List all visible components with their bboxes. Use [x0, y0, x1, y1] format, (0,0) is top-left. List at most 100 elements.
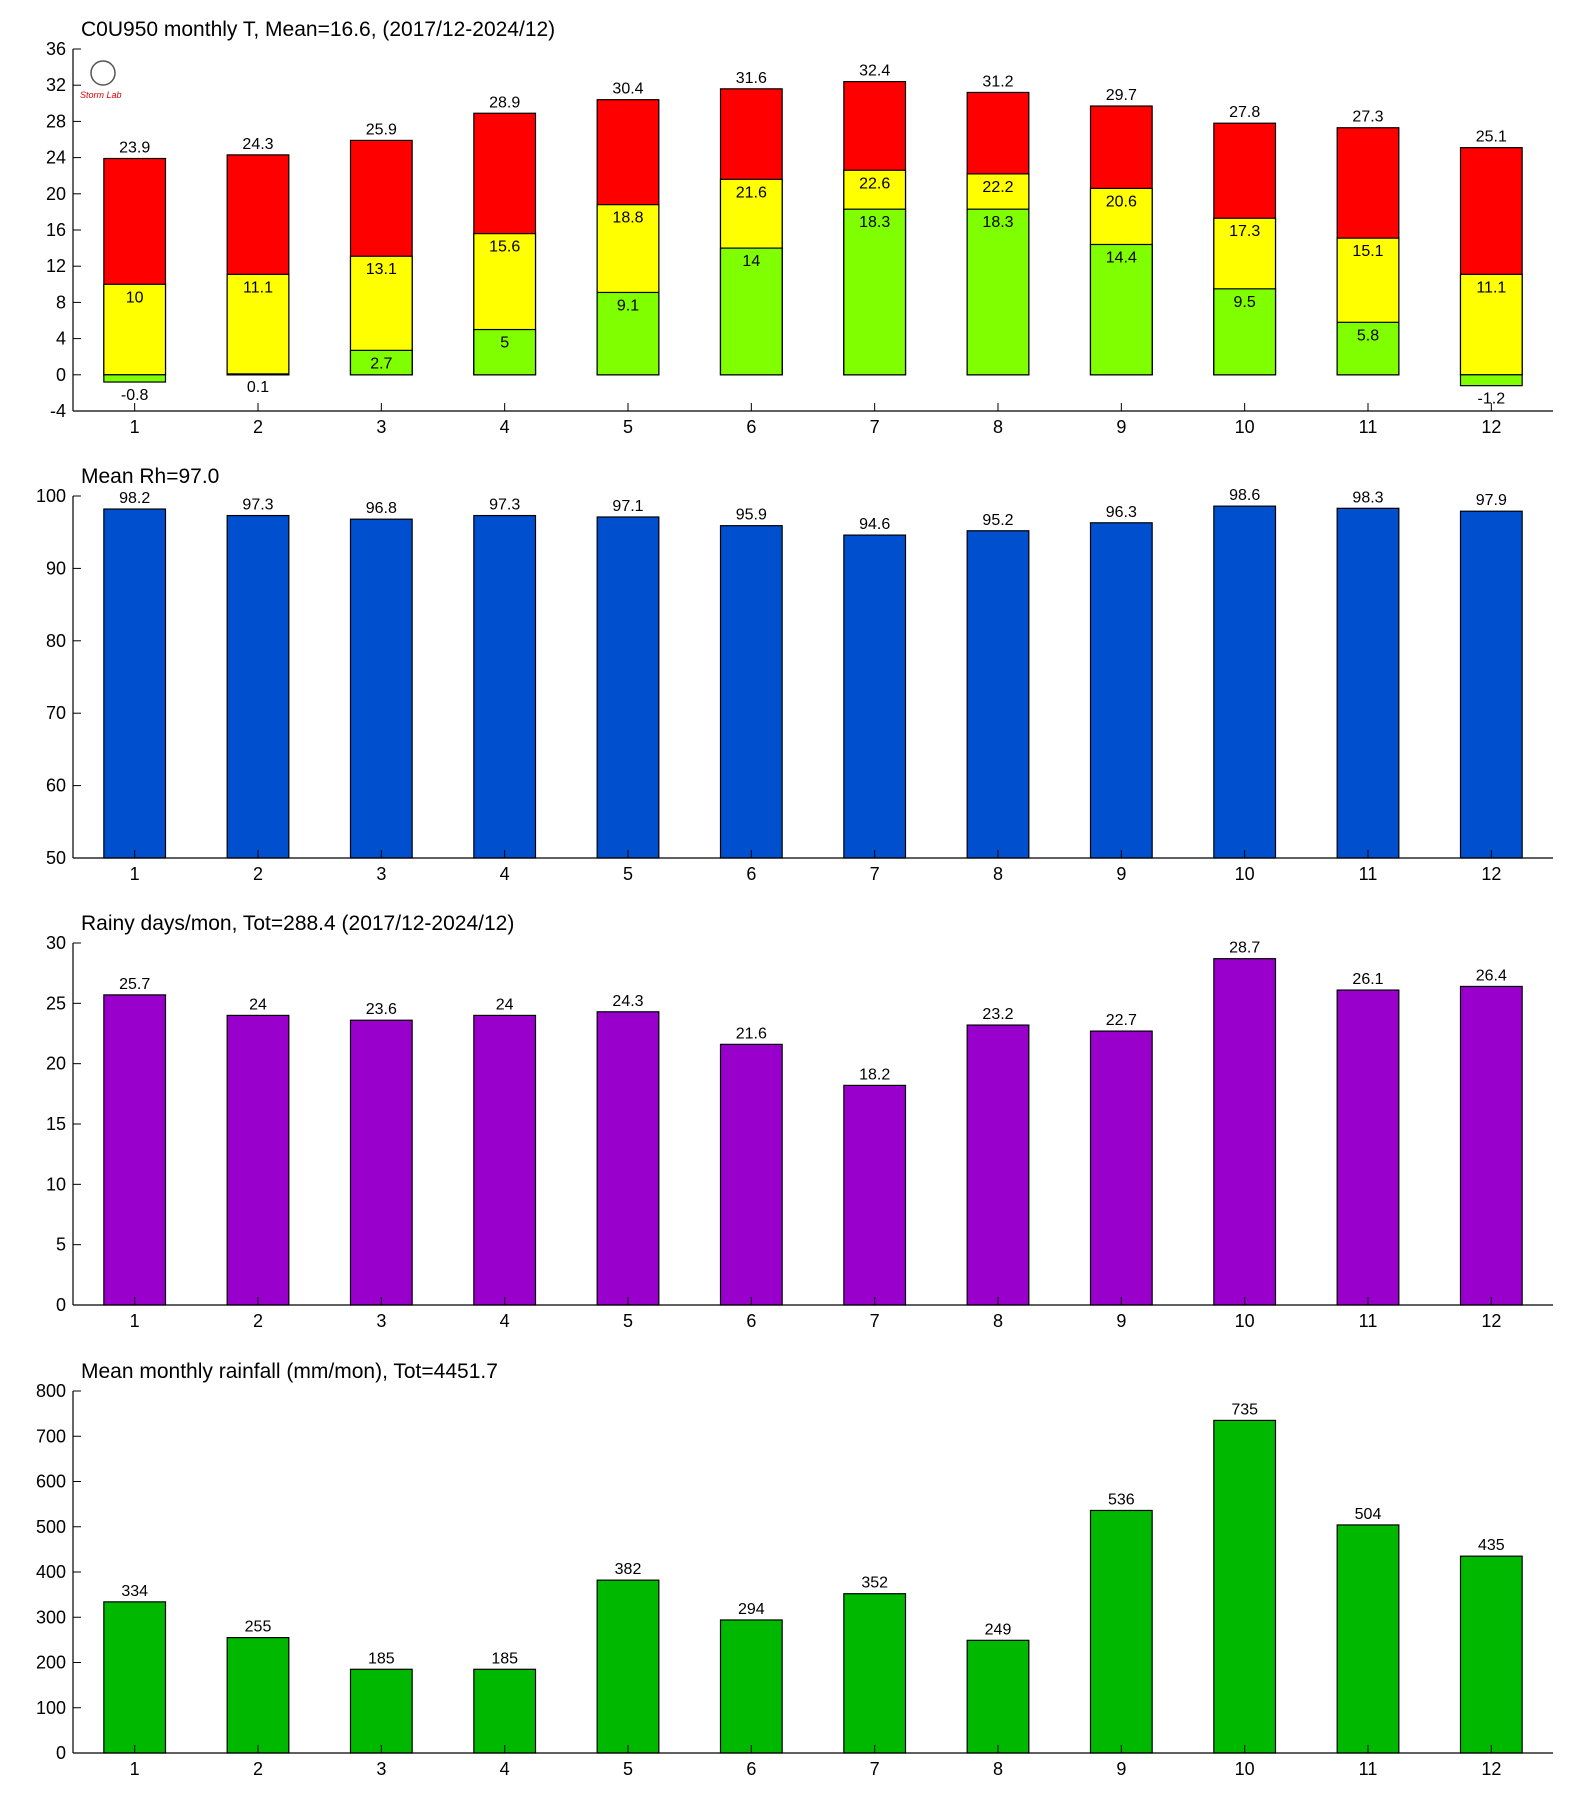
bar [843, 1593, 907, 1754]
y-tick-label: 36 [46, 39, 66, 59]
bar [719, 1043, 783, 1306]
value-label: 98.6 [1229, 487, 1260, 504]
value-label: 96.3 [1106, 504, 1137, 521]
x-tick-label: 5 [623, 1759, 633, 1779]
x-tick-label: 2 [253, 1311, 263, 1331]
value-label: 9.5 [1234, 294, 1256, 311]
bar [1089, 1030, 1153, 1306]
value-label: 97.9 [1476, 492, 1507, 509]
value-label: 97.3 [489, 497, 520, 514]
bar [473, 328, 537, 376]
chart-title: Mean Rh=97.0 [81, 465, 219, 488]
x-tick-label: 10 [1235, 1759, 1255, 1779]
x-tick-label: 6 [746, 864, 756, 884]
value-label: 536 [1108, 1491, 1135, 1508]
x-tick-label: 8 [993, 1311, 1003, 1331]
value-label: 15.1 [1352, 243, 1383, 260]
value-label: -0.8 [121, 387, 149, 404]
value-label: 21.6 [736, 1025, 767, 1042]
value-label: 31.2 [982, 73, 1013, 90]
value-label: 11.1 [1476, 279, 1506, 296]
bar [1213, 505, 1277, 859]
bar [1089, 243, 1153, 376]
bar [1213, 1419, 1277, 1754]
bar [719, 1619, 783, 1754]
value-label: 255 [245, 1619, 272, 1636]
x-tick-label: 8 [993, 417, 1003, 437]
x-tick-label: 5 [623, 417, 633, 437]
bar [1336, 507, 1400, 859]
x-tick-label: 2 [253, 1759, 263, 1779]
y-tick-label: 700 [36, 1426, 66, 1446]
value-label: 352 [861, 1575, 888, 1592]
value-label: 23.2 [982, 1006, 1013, 1023]
value-label: 29.7 [1106, 87, 1137, 104]
value-label: 249 [985, 1621, 1012, 1638]
y-tick-label: -4 [50, 401, 66, 421]
bar [349, 1668, 413, 1754]
x-tick-label: 3 [376, 1759, 386, 1779]
value-label: 17.3 [1229, 223, 1260, 240]
x-tick-label: 2 [253, 864, 263, 884]
value-label: 32.4 [859, 63, 890, 80]
bar [966, 208, 1030, 376]
bar [473, 514, 537, 859]
bar [103, 508, 167, 859]
value-label: 31.6 [736, 70, 767, 87]
x-tick-label: 3 [376, 1311, 386, 1331]
y-tick-label: 20 [46, 1054, 66, 1074]
x-tick-label: 10 [1235, 417, 1255, 437]
x-tick-label: 11 [1359, 1311, 1378, 1331]
bar [1089, 522, 1153, 859]
chart-title: Mean monthly rainfall (mm/mon), Tot=4451… [81, 1360, 498, 1383]
x-tick-label: 3 [376, 417, 386, 437]
bar [596, 516, 660, 859]
value-label: 22.6 [859, 175, 890, 192]
x-tick-label: 4 [500, 864, 510, 884]
bar [843, 208, 907, 376]
x-tick-label: 12 [1481, 1311, 1501, 1331]
bar [843, 534, 907, 859]
value-label: 95.2 [982, 512, 1013, 529]
bar [226, 514, 290, 859]
bar [1459, 510, 1523, 859]
x-tick-label: 1 [130, 864, 140, 884]
chart-title: Rainy days/mon, Tot=288.4 (2017/12-2024/… [81, 912, 514, 935]
value-label: 435 [1478, 1537, 1505, 1554]
bar [473, 1668, 537, 1754]
y-tick-label: 800 [36, 1381, 66, 1401]
y-tick-label: 200 [36, 1653, 66, 1673]
value-label: 27.3 [1352, 109, 1383, 126]
x-tick-label: 6 [746, 1311, 756, 1331]
y-tick-label: 10 [46, 1174, 66, 1194]
value-label: 28.9 [489, 94, 520, 111]
value-label: -1.2 [1478, 391, 1506, 408]
bar [349, 1019, 413, 1306]
bar [1336, 321, 1400, 376]
y-tick-label: 0 [56, 1743, 66, 1763]
x-tick-label: 9 [1116, 1759, 1126, 1779]
y-tick-label: 100 [36, 1698, 66, 1718]
y-tick-label: 28 [46, 111, 66, 131]
bar [1459, 985, 1523, 1306]
bar [1213, 958, 1277, 1306]
y-tick-label: 400 [36, 1562, 66, 1582]
y-tick-label: 300 [36, 1607, 66, 1627]
y-tick-label: 0 [56, 1295, 66, 1315]
value-label: 24.3 [612, 993, 643, 1010]
value-label: 23.9 [119, 140, 150, 157]
value-label: 25.7 [119, 976, 150, 993]
x-tick-label: 4 [500, 1759, 510, 1779]
y-tick-label: 25 [46, 993, 66, 1013]
x-tick-label: 1 [130, 1311, 140, 1331]
y-tick-label: 16 [46, 220, 66, 240]
x-tick-label: 7 [870, 864, 880, 884]
bar [1336, 1524, 1400, 1754]
value-label: 11.1 [243, 279, 273, 296]
value-label: 5 [500, 335, 509, 352]
x-tick-label: 7 [870, 417, 880, 437]
x-tick-label: 12 [1481, 417, 1501, 437]
value-label: 15.6 [489, 239, 520, 256]
y-tick-label: 8 [56, 292, 66, 312]
y-tick-label: 50 [46, 848, 66, 868]
